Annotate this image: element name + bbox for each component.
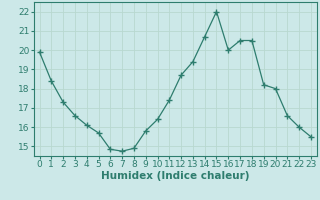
X-axis label: Humidex (Indice chaleur): Humidex (Indice chaleur) bbox=[101, 171, 250, 181]
